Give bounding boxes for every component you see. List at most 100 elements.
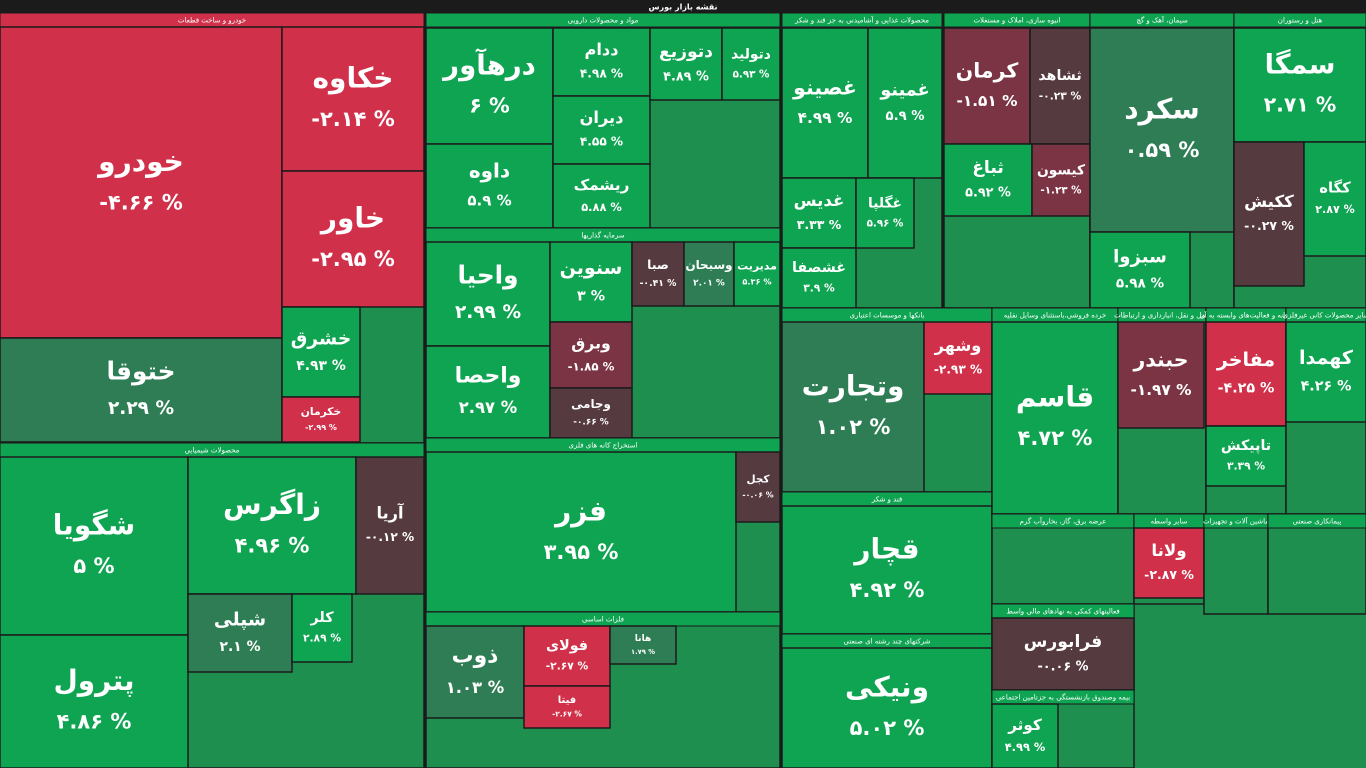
tile-value: -۰.۱۲ % — [366, 530, 414, 544]
tile-name: دتولید — [731, 46, 771, 62]
tile — [549, 321, 633, 389]
sector — [991, 513, 1135, 605]
tile-name: غشصفا — [792, 260, 846, 276]
tile-name: کهمدا — [1299, 347, 1354, 369]
tile-value: ۳.۳۳ % — [797, 217, 842, 232]
tile — [609, 625, 677, 665]
tile — [549, 241, 633, 323]
tile-value: ۵ % — [73, 554, 114, 578]
tile — [281, 306, 361, 398]
tile-name: حبندر — [1132, 348, 1188, 372]
tile-name: غگلپا — [868, 194, 902, 211]
tile-value: -۱.۸۵ % — [568, 359, 615, 373]
tile-value: ۴.۹۹ % — [1005, 740, 1046, 754]
tile — [281, 170, 425, 308]
tile-value: ۵.۹۳ % — [733, 68, 770, 80]
tile — [943, 27, 1031, 145]
tile — [425, 345, 551, 439]
tile-value: ۳.۹ % — [803, 282, 835, 295]
sector-title: ماشین آلات و تجهیزات — [1203, 517, 1269, 526]
tile-name: خاور — [319, 201, 385, 234]
tile-value: ۴.۲۶ % — [1301, 378, 1352, 394]
tile — [425, 27, 554, 145]
tile — [1303, 141, 1366, 257]
tile-name: زاگرس — [223, 488, 321, 521]
tile-name: سمگا — [1265, 49, 1336, 81]
tile-name: کیسون — [1037, 162, 1086, 178]
tile — [425, 241, 551, 347]
sector-title: محصولات غذایی و آشامیدنی به جز قند و شکر — [794, 16, 929, 25]
tile-value: ۵.۹۶ % — [867, 217, 904, 229]
sector-title: فعالیتهای کمکی به نهادهای مالی واسط — [1006, 608, 1119, 616]
tile-value: -۰.۶۶ % — [573, 417, 608, 427]
sector-title: مواد و محصولات دارویی — [568, 17, 639, 25]
tile-value: ۲.۹۹ % — [455, 302, 522, 323]
tile-name: ولانا — [1151, 541, 1186, 561]
tile-name: کرمان — [956, 59, 1019, 83]
tile — [552, 163, 651, 229]
tile — [281, 26, 425, 172]
tile-value: ۵.۰۲ % — [850, 716, 925, 740]
tile-value: ۵.۹ % — [467, 192, 511, 210]
sector-title: محصولات شیمیایی — [185, 447, 240, 455]
tile-value: ۴.۹۸ % — [580, 67, 623, 81]
tile — [0, 634, 189, 768]
tile-name: شپلی — [214, 610, 266, 631]
tile-value: ۰.۵۹ % — [1125, 138, 1200, 162]
tile-name: خشرق — [291, 329, 351, 350]
tile-name: پترول — [53, 664, 134, 697]
tile-name: ددام — [584, 40, 618, 59]
sector-title: خرده فروشی،باستثنای وسایل نقلیه — [1004, 312, 1106, 320]
tile — [1031, 143, 1091, 217]
sector-title: استخراج کانه های فلزی — [569, 442, 638, 450]
tile-name: غدیس — [794, 191, 845, 210]
tile — [781, 321, 925, 493]
tile-value: ۲.۱ % — [219, 639, 260, 655]
sector-title: سایر واسطه — [1151, 518, 1188, 526]
tile-value: -۲.۹۹ % — [305, 423, 337, 432]
tile-name: کوثر — [1007, 716, 1042, 734]
sector-title: سایر محصولات کانی غیرفلزی — [1283, 312, 1366, 320]
tile-name: فزر — [553, 494, 607, 527]
tile-name: مدیریت — [737, 259, 777, 272]
tile-value: -۰.۰۶ % — [1037, 659, 1088, 674]
tile-value: ۱.۰۳ % — [446, 678, 504, 697]
tile — [1205, 425, 1287, 487]
tile — [1285, 321, 1366, 423]
tile-value: ۴.۹۳ % — [296, 358, 346, 374]
tile-value: -۴.۲۵ % — [1218, 380, 1275, 396]
tile — [1133, 527, 1205, 599]
sector-title: قند و شکر — [871, 496, 903, 504]
tile — [631, 241, 685, 307]
sector-header — [1233, 12, 1366, 28]
tile-name: دتوزیع — [659, 42, 713, 62]
tile-name: شگویا — [53, 508, 135, 541]
sector-title: سرمایه گذاریها — [581, 231, 624, 240]
tile-value: -۲.۹۵ % — [311, 247, 395, 271]
tile-value: -۲.۶۷ % — [546, 660, 589, 673]
chart-title: نقشه بازار بورس — [649, 3, 718, 13]
tile — [781, 505, 993, 635]
sector-title: شرکتهای چند رشته ای صنعتی — [844, 638, 931, 646]
tile-value: ۱.۷۹ % — [631, 648, 655, 656]
tile-value: -۱.۹۷ % — [1130, 381, 1191, 399]
tile-name: ونیکی — [845, 670, 929, 703]
sector-title: رایانه و فعالیت‌های وابسته به آن — [1199, 311, 1292, 320]
tile-name: قاسم — [1016, 380, 1094, 413]
tile-name: وتجارت — [802, 369, 905, 402]
tile-value: ۲.۸۹ % — [303, 632, 341, 645]
tile-value: -۰.۲۷ % — [1244, 218, 1294, 233]
tile — [733, 241, 781, 307]
tile-name: ذوب — [452, 644, 499, 669]
tile-name: درهآور — [441, 48, 536, 82]
tile-name: واحیا — [457, 261, 518, 291]
tile-name: غمینو — [879, 81, 929, 101]
tile-value: ۵.۸۸ % — [581, 200, 622, 214]
tile-value: ۴.۹۶ % — [235, 534, 310, 558]
tile — [549, 387, 633, 439]
tile — [0, 337, 283, 443]
tile — [991, 321, 1119, 515]
tile — [425, 451, 737, 613]
